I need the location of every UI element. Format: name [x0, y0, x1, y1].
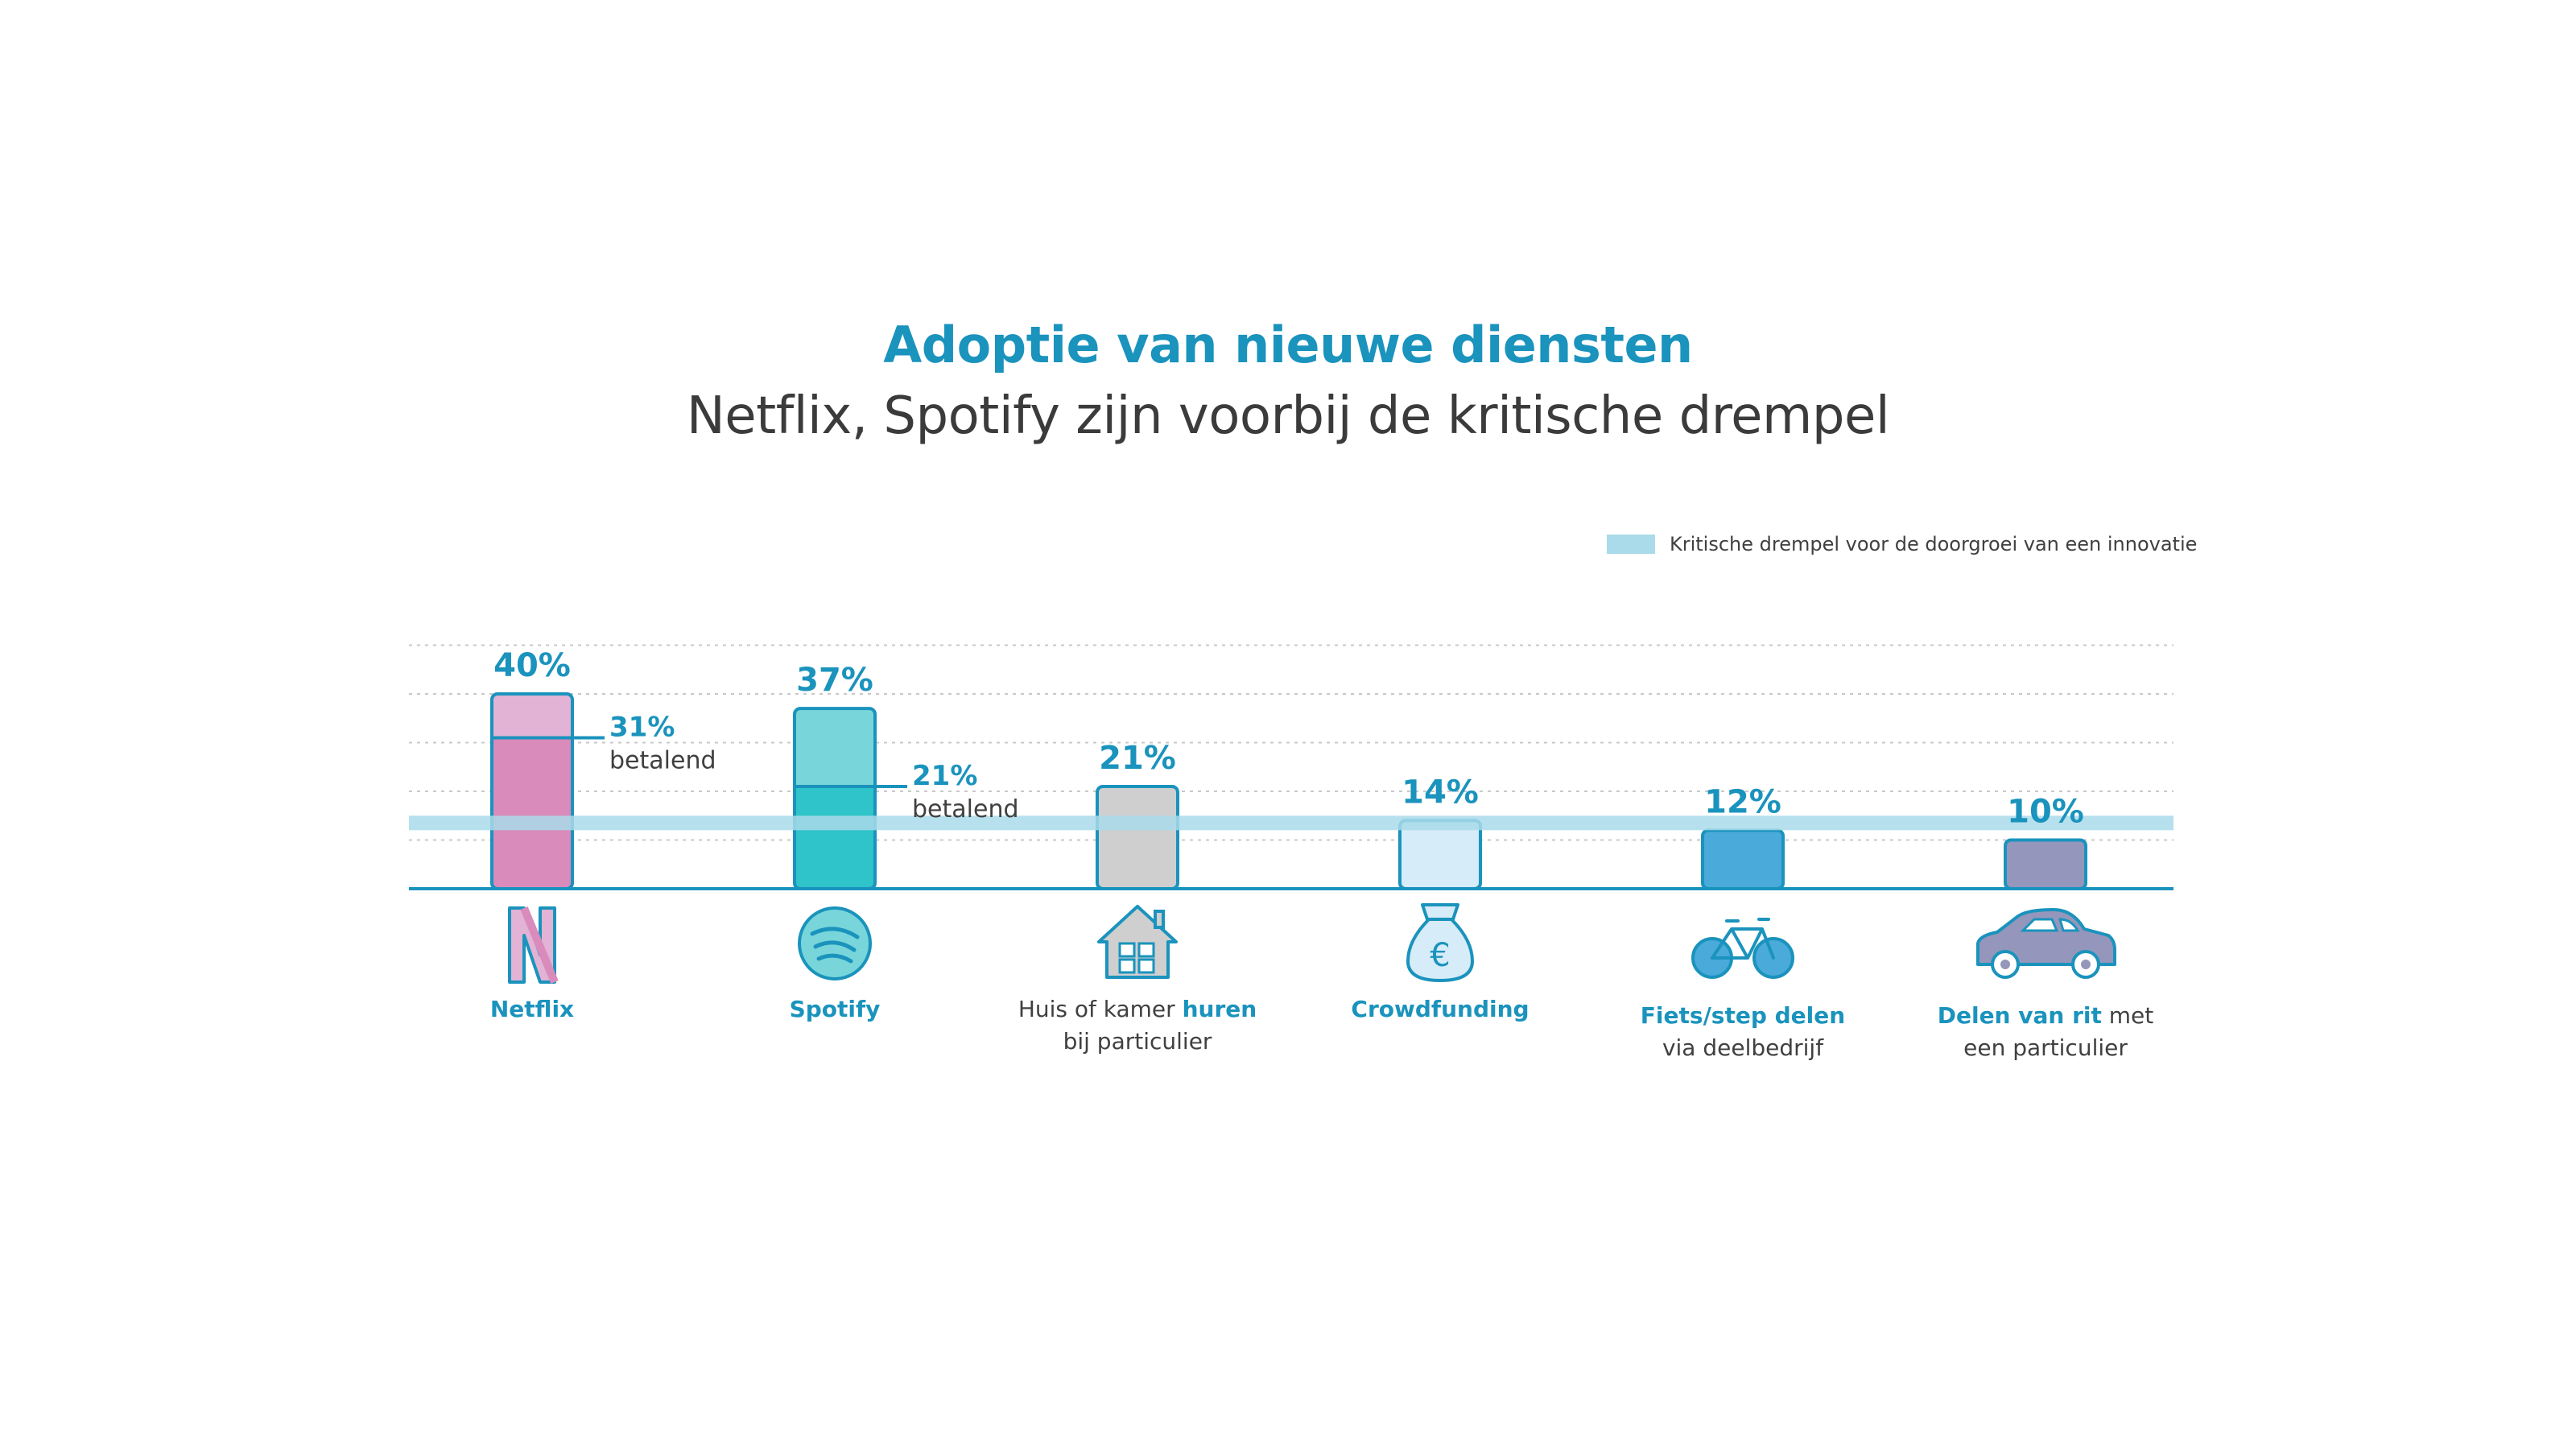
bar-2	[1097, 786, 1178, 889]
money-bag-euro-icon: €	[1406, 903, 1474, 982]
category-label-part: Fiets/step delen	[1640, 1002, 1846, 1029]
house-icon	[1097, 905, 1178, 979]
bar-5	[2005, 840, 2086, 889]
value-label: 14%	[1402, 774, 1479, 811]
category-label-part: Crowdfunding	[1351, 996, 1530, 1022]
value-label: 10%	[2007, 794, 2084, 831]
bicycle-icon	[1691, 918, 1794, 979]
value-label: 12%	[1704, 783, 1781, 820]
legend-label: Kritische drempel voor de doorgroei van …	[1670, 533, 2198, 555]
value-label: 37%	[796, 662, 873, 699]
category-label-5: Delen van rit met een particulier	[1901, 1000, 2190, 1064]
spotify-icon	[798, 906, 872, 980]
category-label-3: Crowdfunding	[1295, 993, 1585, 1026]
category-label-part: Netflix	[489, 996, 575, 1022]
category-label-part: via deelbedrijf	[1662, 1034, 1824, 1061]
paying-note-label: betalend	[912, 795, 1019, 824]
chart-subtitle: Netflix, Spotify zijn voorbij de kritisc…	[686, 386, 1890, 446]
bar-paying-1	[795, 786, 875, 889]
category-label-part: een particulier	[1963, 1034, 2128, 1061]
bar-3	[1400, 820, 1480, 889]
category-label-1: Spotify	[690, 993, 980, 1026]
bar-paying-0	[492, 737, 572, 889]
paying-note-label: betalend	[609, 746, 716, 774]
value-label: 21%	[1099, 740, 1176, 777]
category-label-part: Spotify	[789, 996, 881, 1022]
category-label-part: met	[2101, 1002, 2154, 1029]
chart-title: Adoptie van nieuwe diensten	[883, 316, 1693, 374]
category-label-4: Fiets/step delen via deelbedrijf	[1598, 1000, 1888, 1064]
category-label-part: Delen van rit	[1937, 1002, 2102, 1029]
threshold-band	[409, 815, 2174, 831]
category-label-part: bij particulier	[1063, 1028, 1212, 1055]
category-label-0: Netflix	[387, 993, 677, 1026]
category-label-part: huren	[1182, 996, 1257, 1022]
legend-swatch-threshold	[1607, 535, 1655, 554]
value-label: 40%	[493, 647, 571, 684]
category-label-part: Huis of kamer	[1018, 996, 1183, 1022]
netflix-n-icon	[508, 906, 559, 984]
bar-4	[1703, 830, 1783, 889]
car-icon	[1976, 908, 2116, 979]
legend: Kritische drempel voor de doorgroei van …	[1607, 531, 2197, 557]
category-label-2: Huis of kamer huren bij particulier	[993, 993, 1282, 1058]
paying-value-label: 21%	[912, 760, 977, 792]
paying-value-label: 31%	[609, 711, 675, 743]
svg-text:€: €	[1430, 937, 1450, 974]
